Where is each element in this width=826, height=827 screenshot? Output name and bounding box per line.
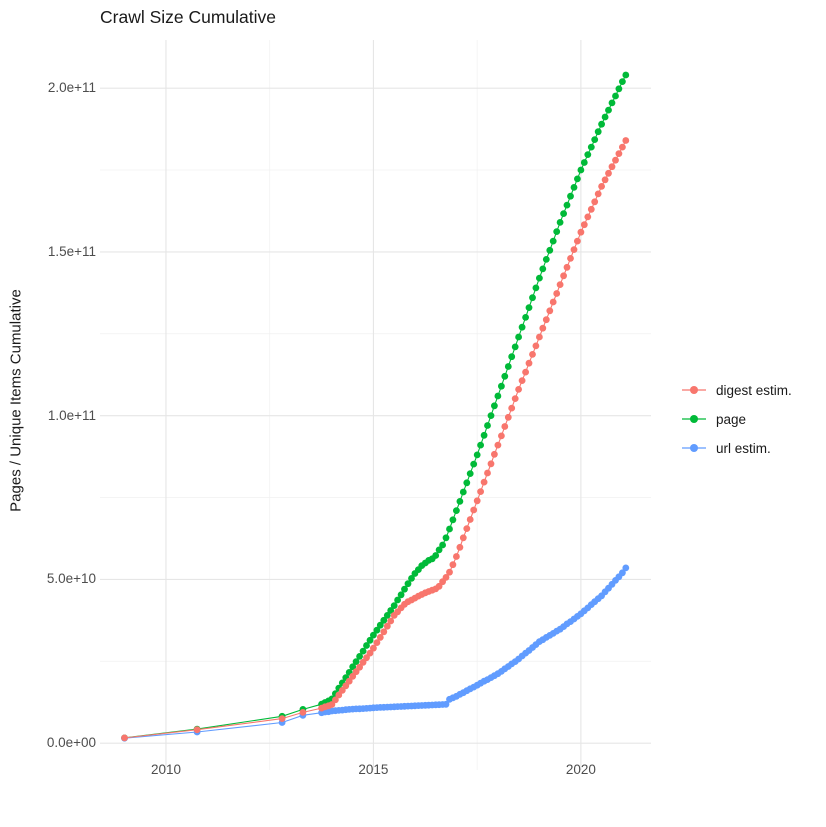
major-gridlines	[100, 40, 651, 770]
legend-label: digest estim.	[716, 382, 792, 398]
y-tick-label: 1.0e+11	[47, 407, 96, 423]
series-line	[124, 567, 627, 739]
series-digest-estim-	[121, 137, 630, 742]
legend-key-point-icon	[682, 415, 706, 423]
plot-panel	[100, 40, 651, 770]
x-tick-label: 2010	[150, 762, 181, 777]
y-axis-title: Pages / Unique Items Cumulative	[7, 289, 25, 512]
series-points	[121, 564, 630, 742]
legend-item-page: page	[681, 408, 792, 430]
y-tick-label: 2.0e+11	[47, 80, 96, 96]
y-tick-label: 5.0e+10	[46, 571, 96, 587]
x-tick-label: 2020	[565, 762, 596, 777]
legend-label: page	[716, 411, 747, 427]
x-tick-label: 2015	[358, 762, 389, 777]
legend-item-digest-estim: digest estim.	[681, 379, 792, 401]
series-url-estim-	[121, 564, 630, 742]
minor-gridlines	[100, 40, 651, 770]
series-points	[121, 137, 630, 742]
chart-title: Crawl Size Cumulative	[100, 7, 277, 27]
legend-key-point-icon	[682, 386, 706, 394]
legend-item-url-estim: url estim.	[681, 437, 792, 459]
y-tick-label: 1.5e+11	[47, 243, 96, 259]
legend: digest estim. page url estim.	[681, 379, 792, 466]
legend-label: url estim.	[716, 440, 771, 456]
legend-key-point-icon	[682, 444, 706, 452]
y-tick-label: 0.0e+00	[46, 735, 96, 751]
